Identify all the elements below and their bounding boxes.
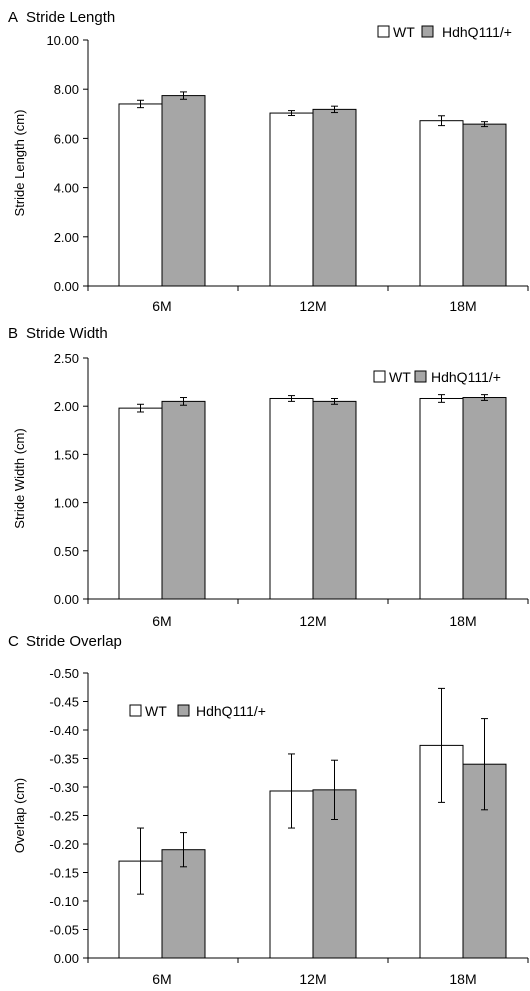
bar-hdh-6m [161, 849, 206, 959]
x-tick-label: 6M [152, 971, 171, 987]
legend-label: WT [145, 703, 167, 719]
y-tick-label: 0.50 [54, 544, 79, 559]
x-tick-label: 12M [299, 298, 326, 314]
bar-hdh-6m [161, 95, 206, 287]
x-tick-label: 6M [152, 613, 171, 629]
y-tick-label: 1.00 [54, 496, 79, 511]
y-tick-label: -0.45 [49, 695, 79, 710]
y-tick-label: -0.25 [49, 809, 79, 824]
legend-swatch-wt [373, 370, 386, 383]
bar-hdh-6m [161, 400, 206, 600]
y-tick-label: 10.00 [46, 33, 79, 48]
y-axis-label: Stride Length (cm) [12, 110, 27, 217]
y-tick-label: 4.00 [54, 181, 79, 196]
y-tick-label: -0.05 [49, 923, 79, 938]
y-tick-label: -0.50 [49, 666, 79, 681]
y-tick-label: -0.30 [49, 780, 79, 795]
y-tick-label: 2.00 [54, 230, 79, 245]
y-axis-label: Stride Width (cm) [12, 428, 27, 528]
y-tick-label: -0.40 [49, 723, 79, 738]
y-tick-label: 0.00 [54, 279, 79, 294]
y-tick-label: 2.50 [54, 351, 79, 366]
legend-label: HdhQ111/+ [196, 703, 266, 719]
legend-label: HdhQ111/+ [431, 369, 501, 385]
bar-hdh-18m [462, 123, 507, 287]
legend-label: WT [389, 369, 411, 385]
chart-title: Stride Length [26, 9, 115, 26]
bar-hdh-12m [312, 400, 357, 600]
legend-swatch-wt [129, 704, 142, 717]
legend-label: HdhQ111/+ [442, 24, 512, 40]
y-tick-label: 0.00 [54, 592, 79, 607]
y-axis-label: Overlap (cm) [12, 778, 27, 853]
legend-swatch-hdh [421, 25, 434, 38]
bar-wt-18m [419, 397, 464, 600]
legend-swatch-hdh [177, 704, 190, 717]
bar-hdh-12m [312, 108, 357, 287]
y-tick-label: -0.20 [49, 837, 79, 852]
chart-title: Stride Width [26, 325, 108, 342]
panel-letter: C [8, 633, 19, 650]
legend-swatch-wt [377, 25, 390, 38]
y-tick-label: 8.00 [54, 82, 79, 97]
x-tick-label: 18M [449, 298, 476, 314]
y-tick-label: 6.00 [54, 131, 79, 146]
bar-wt-12m [269, 112, 314, 287]
bar-wt-6m [118, 407, 163, 600]
y-tick-label: -0.15 [49, 866, 79, 881]
legend-label: WT [393, 24, 415, 40]
x-tick-label: 12M [299, 971, 326, 987]
x-tick-label: 18M [449, 613, 476, 629]
legend-swatch-hdh [414, 370, 427, 383]
bar-wt-6m [118, 103, 163, 287]
chart-panel-a: A Stride Length Stride Length (cm) 0.00 2.00… [8, 9, 529, 314]
y-tick-label: -0.10 [49, 894, 79, 909]
x-tick-label: 12M [299, 613, 326, 629]
x-tick-label: 6M [152, 298, 171, 314]
y-tick-label: -0.35 [49, 752, 79, 767]
x-tick-label: 18M [449, 971, 476, 987]
chart-title: Stride Overlap [26, 633, 122, 650]
chart-panel-b: B Stride Width Stride Width (cm) 0.00 0.50 1.… [8, 325, 529, 629]
bar-wt-18m [419, 120, 464, 287]
panel-letter: B [8, 325, 18, 342]
y-tick-label: 2.00 [54, 399, 79, 414]
y-tick-label: 0.00 [54, 951, 79, 966]
panel-letter: A [8, 9, 18, 26]
bar-hdh-18m [462, 397, 507, 600]
chart-panel-c: C Stride Overlap Overlap (cm) 0.00 -0.05 -0.1… [8, 633, 529, 987]
bar-wt-12m [269, 397, 314, 600]
y-tick-label: 1.50 [54, 447, 79, 462]
